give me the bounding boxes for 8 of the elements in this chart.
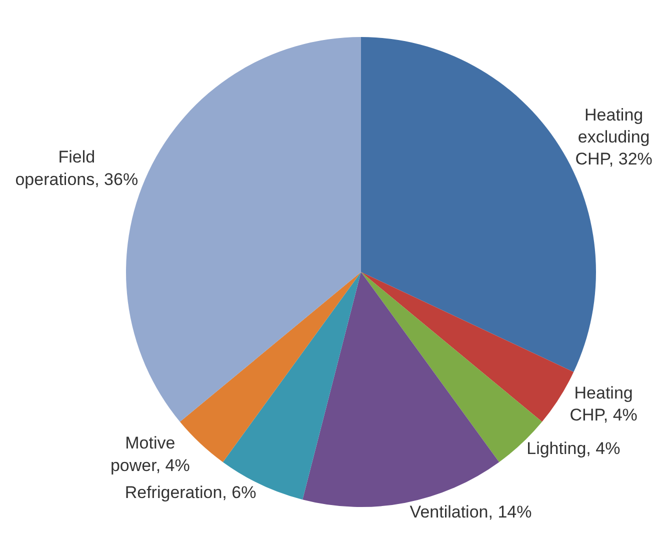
slice-label: Lighting, 4% <box>526 438 620 458</box>
slice-label: Ventilation, 14% <box>410 502 532 522</box>
slice-label: Motive power, 4% <box>110 434 190 475</box>
slice-label: Field operations, 36% <box>15 148 138 189</box>
slice-label: Refrigeration, 6% <box>124 482 256 502</box>
pie-slice <box>302 272 500 507</box>
slice-label: Heating excluding CHP, 32% <box>575 105 652 169</box>
slice-label: Heating CHP, 4% <box>570 383 638 424</box>
